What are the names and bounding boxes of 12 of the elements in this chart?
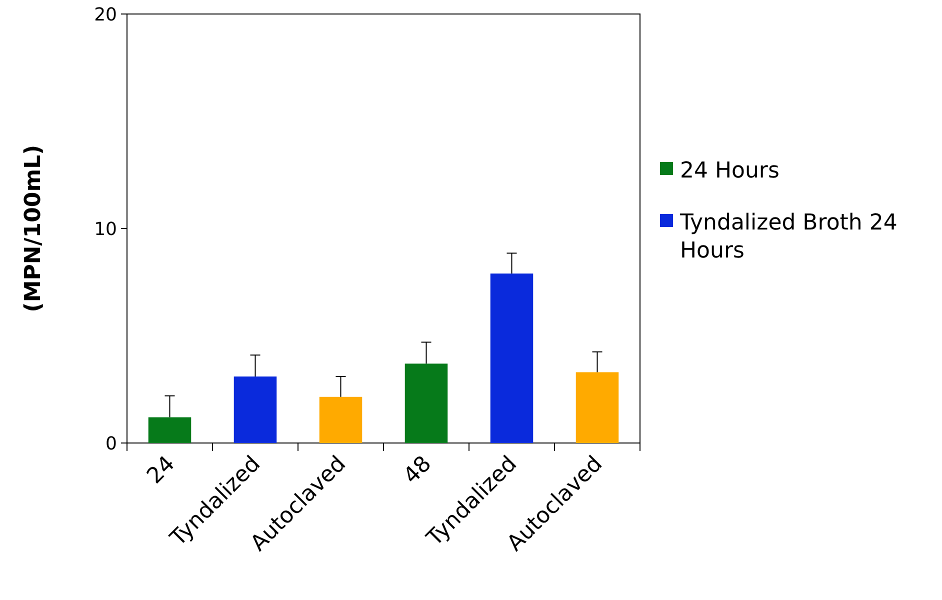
y-tick-label: 0 bbox=[106, 433, 117, 454]
bar bbox=[490, 274, 534, 443]
legend-label: Tyndalized Broth 24 Hours bbox=[679, 210, 898, 264]
bar bbox=[148, 417, 192, 443]
y-axis-title: (MPN/100mL) bbox=[21, 144, 46, 312]
bar bbox=[576, 372, 619, 443]
y-tick-label: 10 bbox=[94, 218, 117, 240]
bar bbox=[404, 364, 448, 443]
bar bbox=[319, 396, 362, 443]
bar bbox=[234, 376, 277, 443]
legend-label: 24 Hours bbox=[680, 158, 780, 184]
y-tick-label: 20 bbox=[94, 4, 117, 26]
